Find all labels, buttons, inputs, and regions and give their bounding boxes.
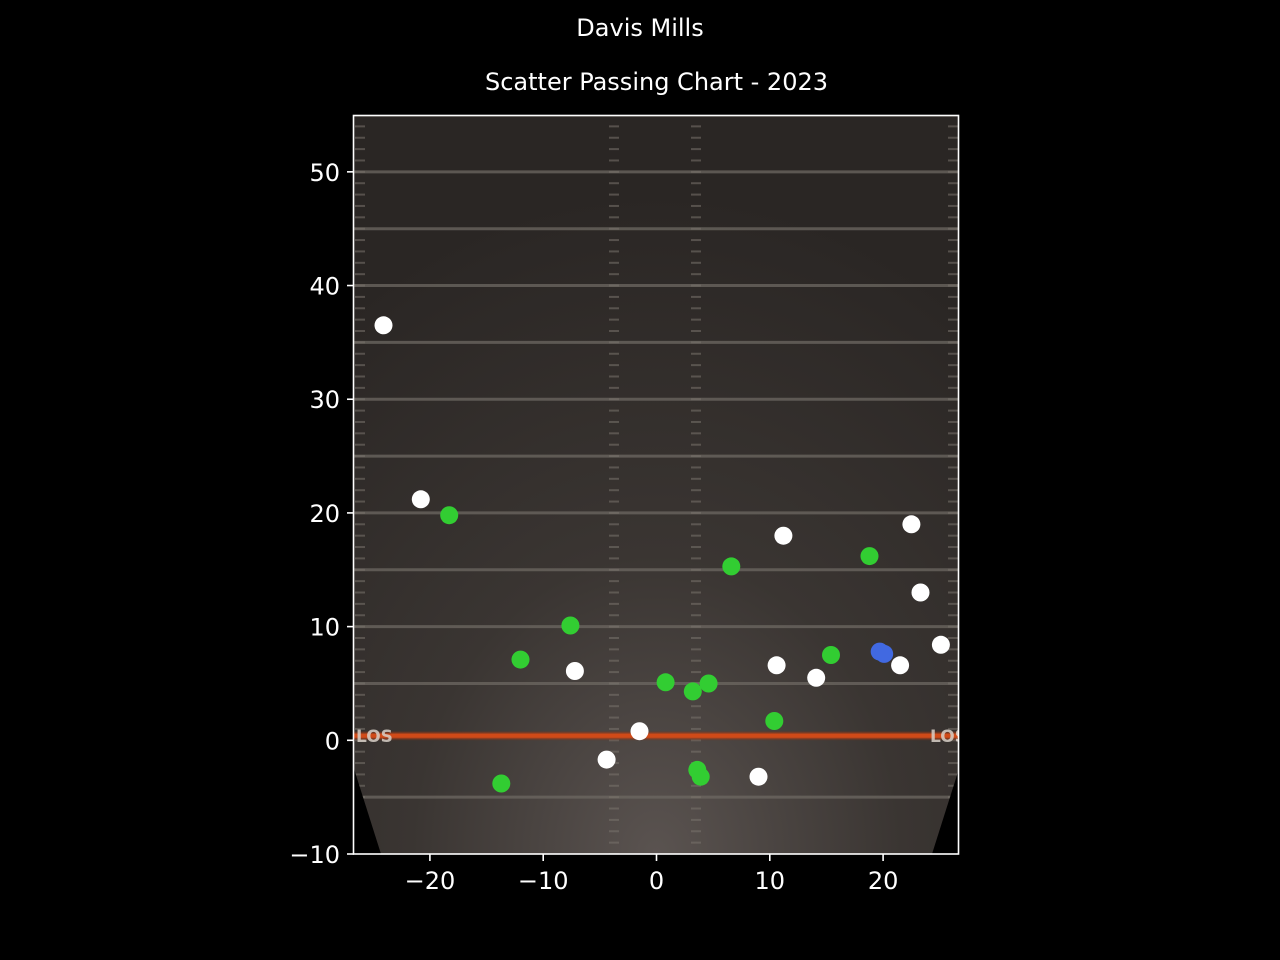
y-axis: −10 0 10 20 30 40 50 [289, 159, 354, 869]
y-tick-label: 20 [309, 500, 340, 528]
scatter-point-complete [492, 774, 511, 793]
scatter-point-incomplete [931, 635, 950, 654]
scatter-point-complete [691, 767, 710, 786]
scatter-point-incomplete [891, 656, 910, 675]
x-tick-label: −20 [405, 867, 456, 895]
y-tick-label: 10 [309, 614, 340, 642]
scatter-point-complete [656, 673, 675, 692]
scatter-point-incomplete [630, 722, 649, 741]
scatter-point-touchdown [875, 644, 894, 663]
scatter-point-incomplete [911, 583, 930, 602]
y-tick-label: −10 [289, 841, 340, 869]
y-tick-label: 50 [309, 159, 340, 187]
scatter-point-incomplete [597, 750, 616, 769]
scatter-point-incomplete [411, 490, 430, 509]
chart-suptitle: Davis Mills [576, 14, 704, 42]
chart-title: Scatter Passing Chart - 2023 [484, 68, 829, 96]
football-field-background: LOS LOS [354, 115, 967, 854]
scatter-point-complete [765, 712, 784, 730]
scatter-point-incomplete [749, 767, 768, 786]
x-tick-label: 10 [755, 867, 786, 895]
scatter-point-incomplete [902, 515, 921, 534]
scatter-point-complete [860, 547, 879, 566]
y-tick-label: 40 [309, 273, 340, 301]
scatter-point-incomplete [767, 656, 786, 675]
x-tick-label: 0 [649, 867, 664, 895]
x-axis: −20 −10 0 10 20 [405, 854, 899, 895]
scatter-point-complete [683, 682, 702, 701]
y-tick-label: 0 [325, 727, 340, 755]
x-tick-label: −10 [518, 867, 569, 895]
scatter-point-incomplete [374, 316, 393, 335]
scatter-point-complete [561, 616, 580, 635]
scatter-point-incomplete [807, 668, 826, 687]
scatter-point-complete [699, 674, 718, 693]
los-marker-left: LOS [356, 727, 393, 747]
scatter-point-complete [722, 557, 741, 576]
data-points [374, 316, 950, 793]
los-marker-right: LOS [930, 727, 967, 747]
y-tick-label: 30 [309, 386, 340, 414]
scatter-point-incomplete [565, 662, 584, 680]
x-tick-label: 20 [868, 867, 899, 895]
line-of-scrimmage [354, 730, 959, 741]
scatter-point-complete [511, 650, 530, 669]
scatter-point-complete [822, 646, 840, 664]
scatter-point-incomplete [774, 526, 793, 545]
scatter-point-complete [440, 506, 459, 525]
